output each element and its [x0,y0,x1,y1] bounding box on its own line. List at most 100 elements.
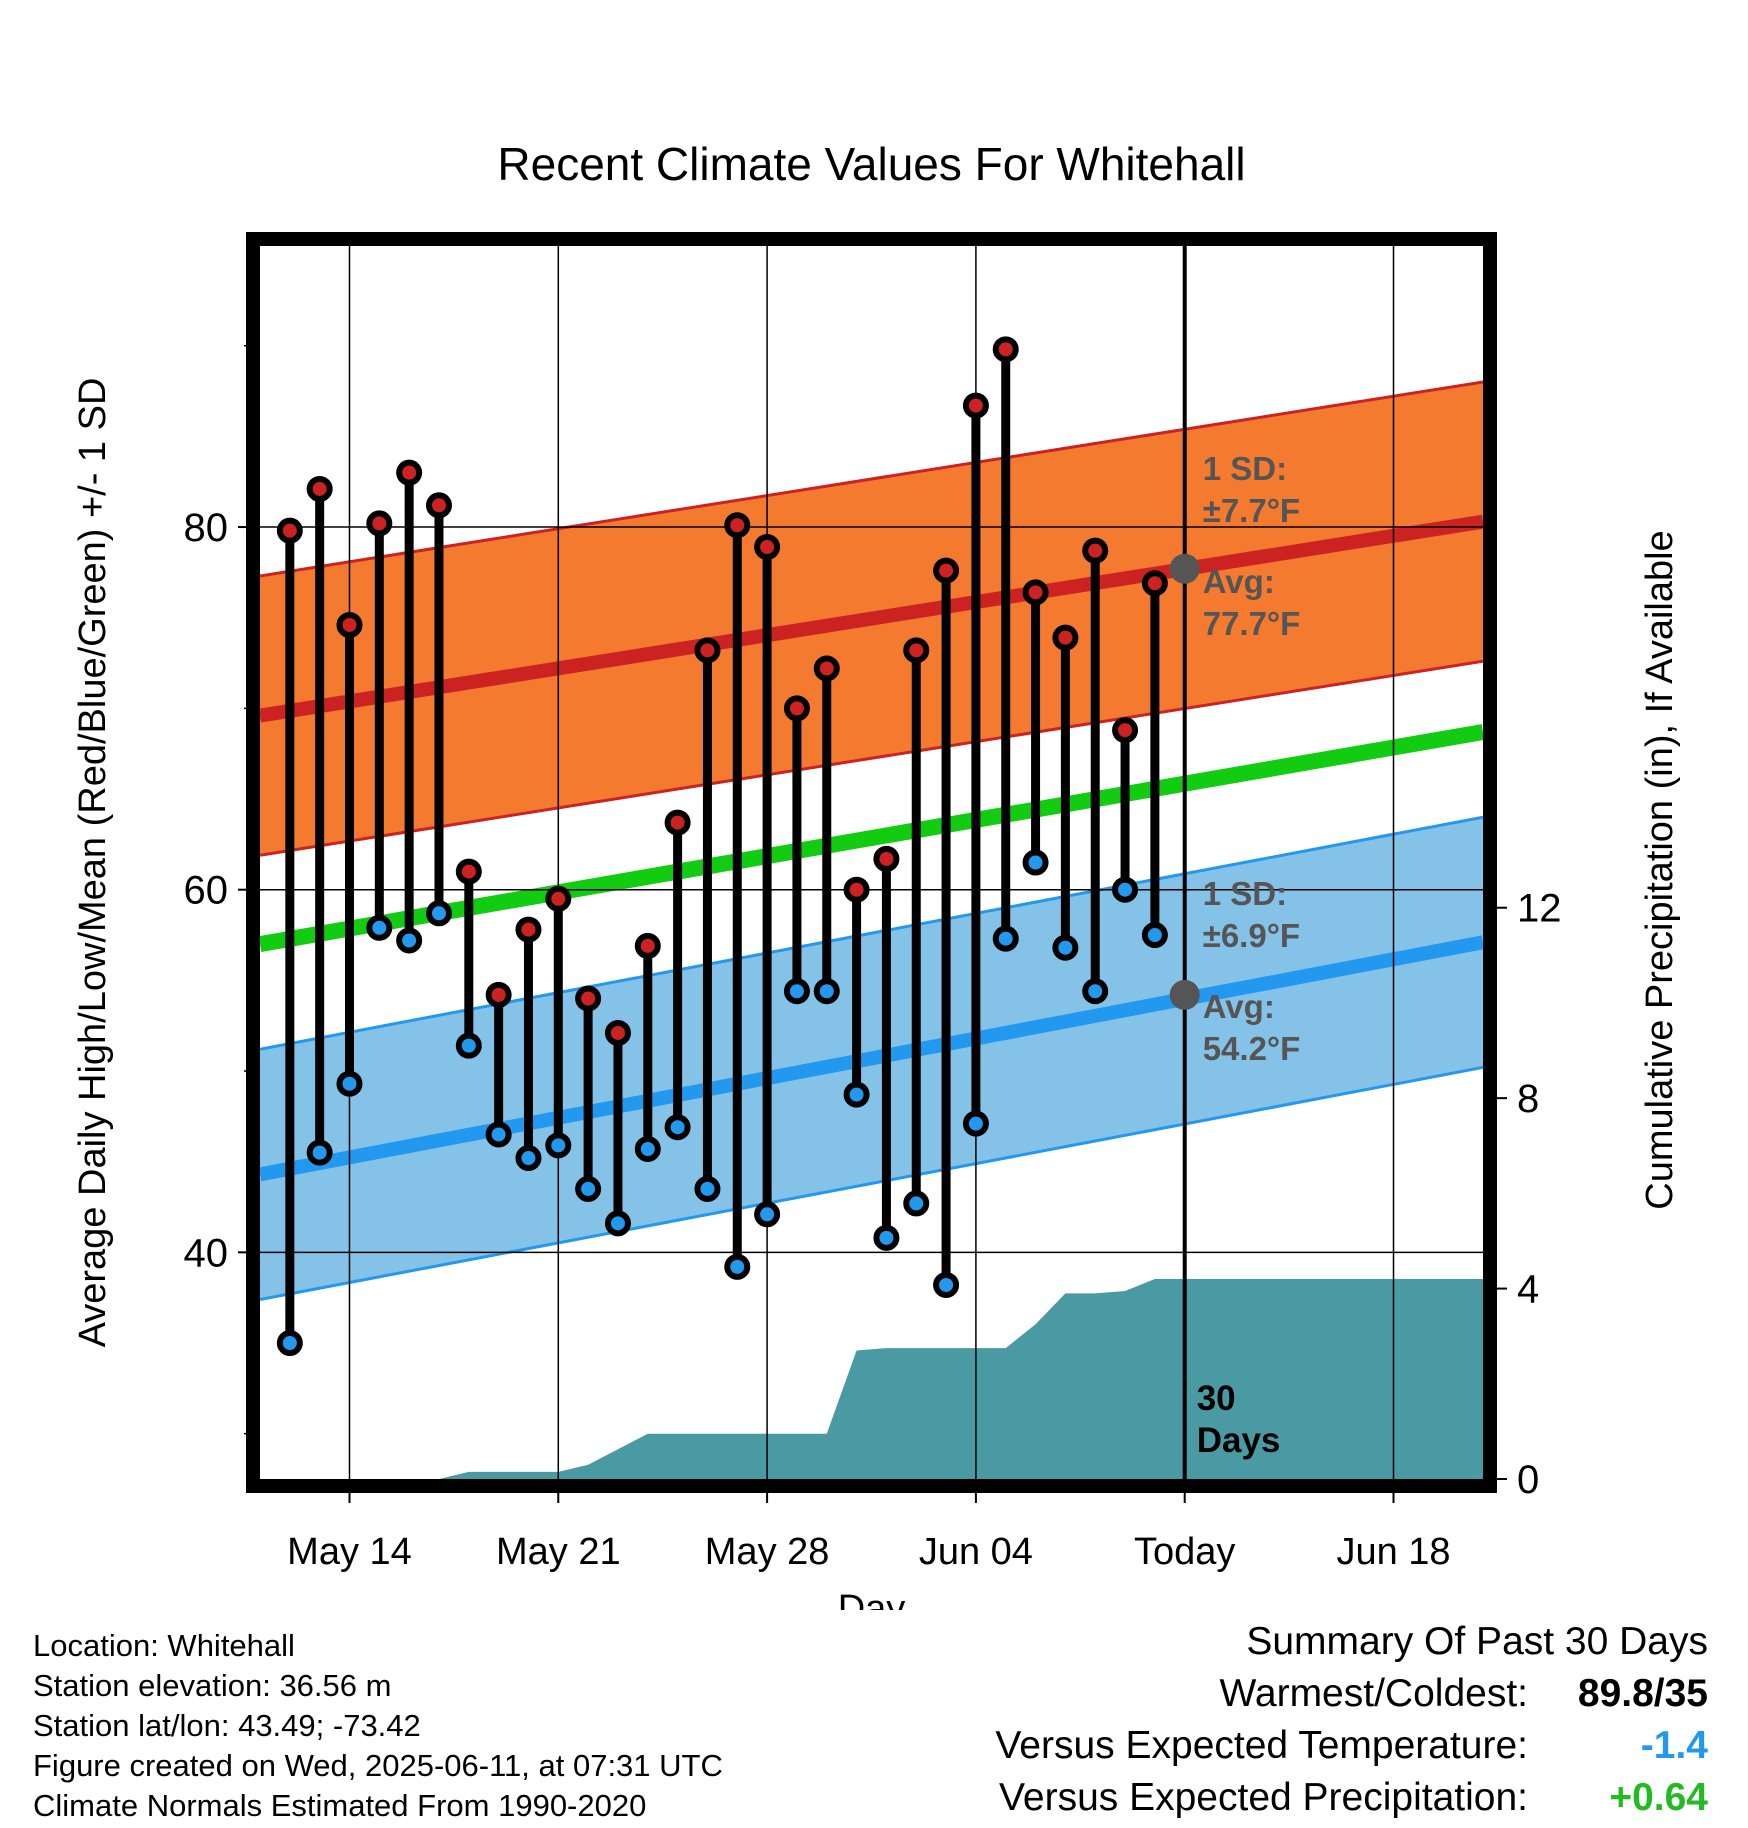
high-point [1112,717,1139,744]
high-normal-line [260,514,1483,723]
high-point [575,985,602,1012]
elevation-text: Station elevation: 36.56 m [33,1668,392,1703]
x-tick-label: Today [1134,1531,1235,1573]
precipitation-area [260,1279,1483,1479]
low-sd-value: ±6.9°F [1203,917,1300,954]
high-point [843,876,870,903]
high-avg-label: Avg: [1203,563,1275,600]
today-low-avg-marker [1169,979,1200,1010]
x-tick-label: May 14 [287,1531,412,1573]
high-point [545,885,572,912]
y-tick-label: 60 [184,869,229,913]
high-point [455,858,482,885]
high-point [396,459,423,486]
low-normal-line [260,935,1483,1182]
x-tick-label: Jun 04 [919,1531,1033,1573]
latlon-text: Station lat/lon: 43.49; -73.42 [33,1708,421,1743]
low-point [813,978,840,1005]
high-point [336,611,363,638]
low-point [694,1175,721,1202]
summary-panel: Summary Of Past 30 Days Warmest/Coldest:… [995,1616,1708,1824]
high-point [1022,579,1049,606]
low-sd-lower-line [260,1065,1483,1301]
low-point [1022,849,1049,876]
high-sd-value: ±7.7°F [1203,492,1300,529]
high-point [366,510,393,537]
high-sd-label: 1 SD: [1203,450,1287,487]
x-axis-label: Day [838,1588,906,1610]
high-point [276,517,303,544]
low-point [1052,934,1079,961]
low-point [1112,876,1139,903]
y2-tick-label: 8 [1517,1077,1539,1121]
high-point [992,336,1019,363]
warmest-label: Warmest/Coldest: [1219,1672,1528,1715]
low-point [575,1175,602,1202]
summary-title: Summary Of Past 30 Days [1246,1620,1708,1663]
high-avg-value: 77.7°F [1203,605,1301,642]
y2-axis-label: Cumulative Precipitation (in), If Availa… [1639,530,1681,1209]
low-point [485,1121,512,1148]
low-point [545,1132,572,1159]
low-point [366,914,393,941]
high-point [1082,537,1109,564]
high-point [425,492,452,519]
normals-text: Climate Normals Estimated From 1990-2020 [33,1788,647,1823]
days-label-word: Days [1197,1421,1281,1460]
low-point [396,927,423,954]
summary-precip-row: Versus Expected Precipitation: +0.64 [995,1772,1708,1824]
low-point [843,1081,870,1108]
summary-warmest-row: Warmest/Coldest: 89.8/35 [995,1668,1708,1720]
high-point [306,475,333,502]
mean-normal-line [260,724,1483,952]
days-label-number: 30 [1197,1379,1236,1418]
high-point [903,637,930,664]
high-point [962,392,989,419]
y2-tick-label: 0 [1517,1458,1539,1502]
today-high-avg-marker [1169,553,1200,584]
temp-label: Versus Expected Temperature: [995,1724,1528,1767]
high-point [1052,624,1079,651]
low-point [634,1135,661,1162]
high-point [634,932,661,959]
y2-tick-label: 12 [1517,887,1562,931]
low-avg-value: 54.2°F [1203,1030,1301,1067]
climate-chart: 1 SD: ±7.7°F Avg: 77.7°F 1 SD: ±6.9°F Avg: 54.2… [72,138,1681,1610]
y-tick-label: 80 [184,506,229,550]
low-point [903,1190,930,1217]
location-text: Location: Whitehall [33,1628,295,1663]
high-point [1141,570,1168,597]
y-tick-label: 40 [184,1231,229,1275]
high-point [515,916,542,943]
high-point [933,557,960,584]
low-point [664,1114,691,1141]
high-point [873,845,900,872]
low-sd-upper-line [260,815,1483,1051]
high-point [694,637,721,664]
low-point [515,1145,542,1172]
low-point [306,1139,333,1166]
high-point [485,981,512,1008]
chart-title: Recent Climate Values For Whitehall [497,138,1245,190]
low-point [754,1201,781,1228]
low-point [873,1224,900,1251]
low-point [783,978,810,1005]
low-point [724,1253,751,1280]
low-point [276,1330,303,1357]
y-axis-label: Average Daily High/Low/Mean (Red/Blue/Gr… [72,378,114,1348]
low-point [425,900,452,927]
low-avg-label: Avg: [1203,988,1275,1025]
warmest-value: 89.8/35 [1577,1672,1708,1715]
high-point [724,512,751,539]
summary-temp-row: Versus Expected Temperature: -1.4 [995,1720,1708,1772]
low-point [933,1271,960,1298]
low-point [604,1210,631,1237]
low-point [992,925,1019,952]
temp-value: -1.4 [1640,1724,1708,1767]
low-point [1082,978,1109,1005]
low-point [455,1032,482,1059]
low-point [1141,922,1168,949]
low-point [336,1070,363,1097]
station-info: Location: Whitehall Station elevation: 3… [33,1626,723,1826]
high-point [664,809,691,836]
